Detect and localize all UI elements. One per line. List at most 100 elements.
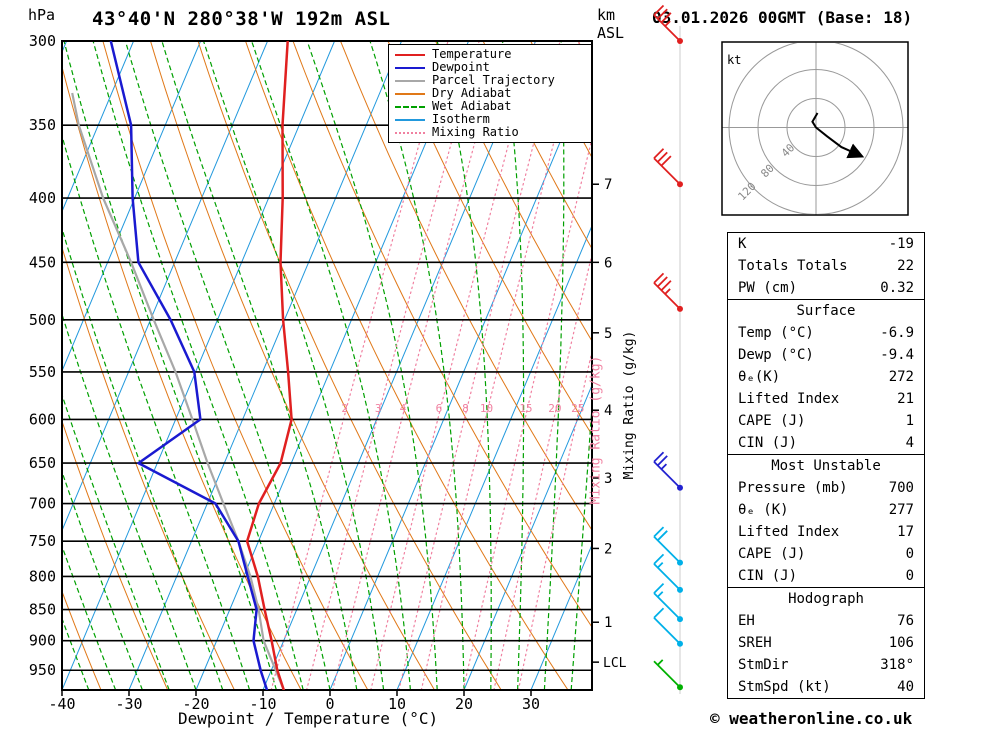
table-row: CAPE (J) 0	[728, 543, 924, 565]
legend-line-sample	[395, 131, 425, 134]
row-label: Dewp (°C)	[738, 347, 814, 363]
km-tick-label: 7	[604, 177, 612, 193]
row-value: 106	[888, 635, 914, 651]
plot-border	[61, 40, 593, 691]
legend-item-label: Temperature	[432, 47, 512, 61]
pressure-tick-label: 800	[29, 567, 56, 585]
row-label: PW (cm)	[738, 280, 798, 296]
pressure-tick-label: 550	[29, 363, 56, 381]
mixing-ratio-value-labels: 2 3 4 6 8 10 15 20 25	[341, 402, 584, 415]
hodograph-ring	[728, 43, 904, 214]
svg-text:3: 3	[375, 402, 382, 415]
table-section-header: Hodograph	[788, 591, 864, 607]
svg-text:10: 10	[480, 402, 493, 415]
wind-barb	[653, 148, 683, 188]
hodograph-ring-label: 40	[779, 141, 798, 160]
svg-text:25: 25	[571, 402, 584, 415]
pressure-tick-label: 700	[29, 495, 56, 513]
pressure-axis-unit: hPa	[28, 6, 56, 24]
pressure-tick-label: 950	[29, 661, 56, 679]
wind-barb	[653, 526, 683, 566]
hodograph-border	[721, 41, 909, 216]
legend-item-label: Parcel Trajectory	[432, 73, 555, 87]
table-row: StmDir 318°	[728, 654, 924, 676]
sounding-curves	[71, 41, 293, 690]
table-section-header: Most Unstable	[771, 458, 881, 474]
pressure-tick-label: 750	[29, 532, 56, 550]
temp-tick-label: -30	[115, 695, 142, 713]
table-row: PW (cm) 0.32	[728, 277, 924, 299]
table-row: Lifted Index 17	[728, 521, 924, 543]
pressure-tick-label: 450	[29, 253, 56, 271]
indices-table: K -19 Totals Totals 22 PW (cm) 0.32 Surface Tem…	[727, 232, 925, 699]
legend-item: Dry Adiabat	[395, 87, 585, 100]
table-section: Most Unstable Pressure (mb) 700 θₑ (K) 277 Li…	[728, 454, 924, 587]
svg-text:2: 2	[341, 402, 348, 415]
row-value: 318°	[880, 657, 914, 673]
legend-item: Dewpoint	[395, 61, 585, 74]
row-label: Pressure (mb)	[738, 480, 848, 496]
pressure-tick-label: 900	[29, 632, 56, 650]
wind-barb-column	[653, 4, 683, 694]
row-value: 0	[905, 546, 914, 562]
page-title: 43°40'N 280°38'W 192m ASL	[92, 8, 391, 30]
row-label: SREH	[738, 635, 772, 651]
row-label: Totals Totals	[738, 258, 848, 274]
temp-tick-label: 20	[455, 695, 473, 713]
table-section: Surface Temp (°C) -6.9 Dewp (°C) -9.4 θₑ(K) 27…	[728, 299, 924, 454]
temperature-ticks: -40 -30 -20 -10 0 10 20 30	[48, 690, 540, 713]
legend-line-sample	[395, 118, 425, 121]
temperature-curve	[245, 41, 293, 690]
wind-barb	[653, 607, 683, 647]
table-row: Pressure (mb) 700	[728, 477, 924, 499]
row-label: EH	[738, 613, 755, 629]
legend-item: Temperature	[395, 48, 585, 61]
wet-adiabat-lines	[62, 41, 592, 690]
row-value: -9.4	[880, 347, 914, 363]
table-row: Temp (°C) -6.9	[728, 322, 924, 344]
table-row: StmSpd (kt) 40	[728, 676, 924, 698]
row-label: CAPE (J)	[738, 546, 806, 562]
pressure-tick-label: 850	[29, 601, 56, 619]
row-label: θₑ (K)	[738, 502, 789, 518]
pressure-tick-label: 500	[29, 311, 56, 329]
table-row: K -19	[728, 233, 924, 255]
row-value: 1	[905, 413, 914, 429]
temp-tick-label: 30	[522, 695, 540, 713]
row-label: K	[738, 236, 747, 252]
row-value: 76	[897, 613, 914, 629]
table-row: EH 76	[728, 610, 924, 632]
legend-item-label: Dry Adiabat	[432, 86, 512, 100]
pressure-tick-label: 400	[29, 189, 56, 207]
table-section: K -19 Totals Totals 22 PW (cm) 0.32	[728, 233, 924, 299]
mixing-ratio-axis-label-pink: Mixing Ratio (g/kg)	[589, 356, 604, 505]
table-row: CIN (J) 0	[728, 565, 924, 587]
legend-item: Wet Adiabat	[395, 100, 585, 113]
legend-item: Mixing Ratio	[395, 126, 585, 139]
row-label: CAPE (J)	[738, 413, 806, 429]
temperature-axis-label: Dewpoint / Temperature (°C)	[178, 709, 439, 728]
hodograph-unit-label: kt	[727, 53, 741, 67]
row-value: 17	[897, 524, 914, 540]
mixing-ratio-axis-label: Mixing Ratio (g/kg)	[622, 331, 637, 480]
row-value: 277	[888, 502, 914, 518]
row-label: Lifted Index	[738, 524, 840, 540]
parcel-trajectory-curve	[71, 92, 285, 690]
row-value: 0.32	[880, 280, 914, 296]
svg-text:6: 6	[436, 402, 443, 415]
row-label: θₑ(K)	[738, 369, 781, 385]
legend-line-sample	[395, 53, 425, 56]
table-section-header: Surface	[796, 303, 856, 319]
isotherm-lines	[62, 41, 592, 690]
hodograph-ring	[786, 98, 846, 157]
copyright: © weatheronline.co.uk	[710, 709, 913, 728]
row-label: CIN (J)	[738, 568, 798, 584]
table-section: Hodograph EH 76 SREH 106 StmDir 318° StmSpd (kt…	[728, 587, 924, 698]
legend-line-sample	[395, 79, 425, 82]
dry-adiabat-lines	[62, 41, 592, 690]
pressure-tick-label: 650	[29, 454, 56, 472]
wind-barb	[653, 553, 683, 593]
temp-tick-label: 10	[388, 695, 406, 713]
